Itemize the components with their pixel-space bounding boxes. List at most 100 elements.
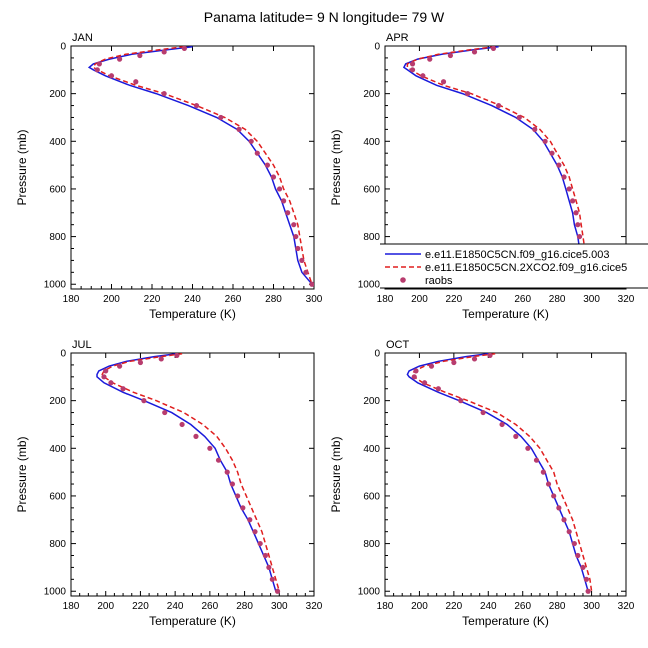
x-tick-label: 280 <box>265 294 282 305</box>
legend-background <box>380 244 648 288</box>
obs-point <box>525 445 531 451</box>
obs-point <box>224 469 230 475</box>
x-tick-label: 200 <box>411 294 428 305</box>
obs-point <box>575 552 581 559</box>
obs-point <box>570 198 576 204</box>
x-tick-label: 300 <box>583 601 600 612</box>
series-line-control <box>406 353 589 592</box>
obs-point <box>576 233 583 240</box>
obs-point <box>556 162 562 168</box>
obs-point <box>293 233 299 240</box>
obs-point <box>299 257 305 264</box>
obs-point <box>542 138 548 144</box>
y-tick-label: 200 <box>49 396 66 407</box>
obs-point <box>309 281 314 287</box>
obs-point <box>117 363 123 369</box>
x-tick-label: 200 <box>103 294 120 305</box>
legend-label: e.e11.E1850C5CN.2XCO2.f09_g16.cice5 <box>425 262 627 274</box>
obs-point <box>513 433 519 439</box>
x-tick-label: 320 <box>618 294 635 305</box>
obs-point <box>427 56 433 62</box>
legend: e.e11.E1850C5CN.f09_g16.cice5.003e.e11.E… <box>380 243 648 289</box>
obs-point <box>252 529 258 535</box>
obs-point <box>108 73 115 79</box>
y-tick-label: 1000 <box>44 587 67 598</box>
panel-month-label: JUL <box>72 339 92 351</box>
plot-frame <box>70 45 315 290</box>
obs-point <box>458 398 464 404</box>
x-tick-label: 180 <box>63 601 80 612</box>
series-line-control <box>402 46 593 285</box>
obs-point <box>108 380 114 386</box>
x-tick-label: 240 <box>184 294 201 305</box>
y-tick-label: 400 <box>363 137 380 148</box>
obs-point <box>440 79 447 85</box>
x-tick-label: 300 <box>306 294 323 305</box>
obs-point <box>281 198 287 204</box>
x-tick-label: 280 <box>549 294 566 305</box>
obs-point <box>566 186 572 192</box>
obs-point <box>465 91 471 97</box>
series-line-2xco2 <box>92 46 313 285</box>
y-tick-label: 800 <box>49 232 66 243</box>
obs-point <box>566 529 572 535</box>
obs-point <box>276 186 283 192</box>
x-tick-label: 220 <box>144 294 161 305</box>
obs-point <box>295 245 301 252</box>
y-tick-label: 800 <box>363 232 380 243</box>
x-tick-label: 180 <box>377 294 394 305</box>
obs-point <box>117 56 123 62</box>
x-tick-label: 300 <box>583 294 600 305</box>
series-line-2xco2 <box>406 46 595 285</box>
obs-point <box>141 398 147 404</box>
obs-point <box>499 421 505 428</box>
series-line-2xco2 <box>101 353 281 592</box>
obs-point <box>556 505 562 511</box>
obs-point <box>94 67 100 73</box>
obs-point <box>96 61 102 67</box>
obs-point <box>262 552 268 559</box>
obs-point <box>585 588 591 594</box>
obs-point <box>181 46 187 51</box>
obs-point <box>158 356 164 362</box>
obs-point <box>235 493 241 499</box>
obs-point <box>545 481 552 487</box>
x-tick-label: 180 <box>377 601 394 612</box>
x-tick-label: 260 <box>202 601 219 612</box>
y-tick-label: 0 <box>60 349 66 360</box>
obs-point <box>236 126 242 132</box>
panel-jan: JAN 180 200 220 240 260 280 300 0 200 400 600 800 100… <box>15 32 323 321</box>
obs-point <box>162 409 168 416</box>
panel-month-label: JAN <box>72 32 93 44</box>
legend-label: raobs <box>425 275 453 287</box>
obs-point <box>254 150 260 156</box>
y-tick-label: 0 <box>60 42 66 53</box>
y-tick-label: 200 <box>363 89 380 100</box>
obs-point <box>207 445 213 451</box>
obs-point <box>270 174 277 180</box>
obs-point <box>551 493 557 499</box>
obs-point <box>247 517 253 523</box>
obs-point <box>193 433 199 439</box>
obs-point <box>411 374 417 380</box>
obs-point <box>193 102 200 109</box>
obs-point <box>248 138 254 144</box>
obs-point <box>540 469 546 475</box>
obs-point <box>291 222 297 228</box>
panel-month-label: APR <box>386 32 409 44</box>
obs-point <box>161 91 167 97</box>
obs-point <box>451 359 457 366</box>
y-axis-label: Pressure (mb) <box>329 129 343 205</box>
series-group <box>406 353 593 594</box>
y-axis-label: Pressure (mb) <box>15 436 29 512</box>
obs-point <box>561 517 567 523</box>
obs-point <box>480 409 486 416</box>
obs-point <box>583 576 590 582</box>
panel-jul: JUL 180 200 220 240 260 280 300 320 0 200 400 600 800… <box>15 339 323 628</box>
y-tick-label: 200 <box>49 89 66 100</box>
obs-point <box>133 79 139 85</box>
panel-month-label: OCT <box>386 339 410 351</box>
x-tick-label: 200 <box>97 601 114 612</box>
obs-point <box>269 576 275 582</box>
x-tick-label: 320 <box>618 601 635 612</box>
